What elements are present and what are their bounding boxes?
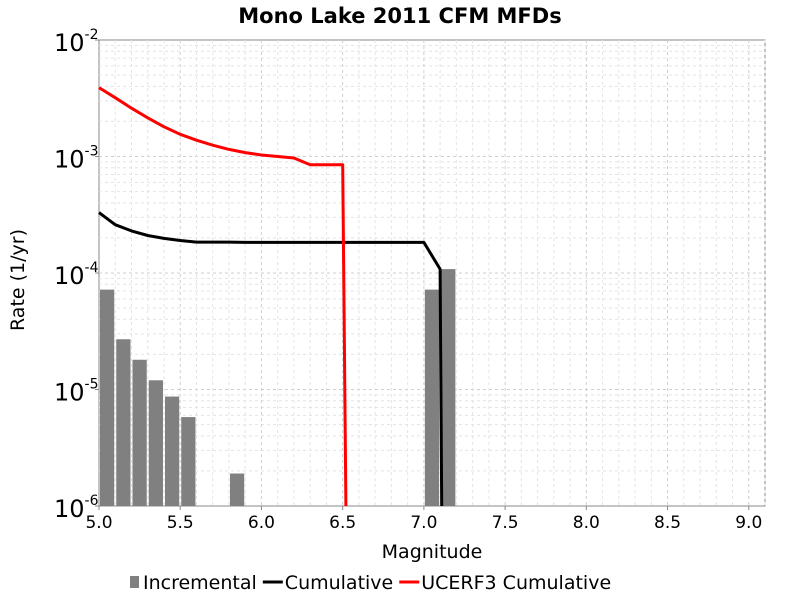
cumulative-line <box>98 211 444 507</box>
incremental-bars <box>100 269 456 506</box>
plot-area <box>98 39 766 507</box>
legend-label: Incremental <box>143 572 257 594</box>
incremental-bar <box>424 289 440 506</box>
incremental-bar <box>181 417 196 506</box>
x-tick-label: 7.0 <box>410 513 437 533</box>
x-tick-label: 8.5 <box>654 513 681 533</box>
incremental-bar <box>164 396 180 506</box>
x-axis-label: Magnitude <box>382 541 483 563</box>
incremental-bar <box>100 289 115 506</box>
legend-label: Cumulative <box>285 572 393 594</box>
x-tick-label: 6.5 <box>329 513 356 533</box>
series-lines <box>98 86 444 507</box>
y-tick-label: 10-4 <box>54 260 99 290</box>
x-axis-ticks: 5.0 5.5 6.0 6.5 7.0 7.5 8.0 8.5 9.0 <box>85 506 762 533</box>
y-tick-label: 10-3 <box>54 144 99 174</box>
x-tick-label: 5.5 <box>167 513 194 533</box>
x-tick-label: 7.5 <box>492 513 519 533</box>
chart-title: Mono Lake 2011 CFM MFDs <box>238 4 561 28</box>
legend-swatch-incremental <box>130 576 139 588</box>
x-tick-label: 5.0 <box>85 513 112 533</box>
x-tick-label: 9.0 <box>735 513 762 533</box>
ucerf3-cumulative-line <box>98 86 348 507</box>
incremental-bar <box>132 359 147 506</box>
x-tick-label: 8.0 <box>573 513 600 533</box>
y-axis-label: Rate (1/yr) <box>7 229 29 331</box>
y-tick-label: 10-2 <box>54 27 99 57</box>
y-tick-label: 10-5 <box>54 377 99 407</box>
y-axis-ticks: 10-6 10-5 10-4 10-3 10-2 <box>54 27 99 523</box>
incremental-bar <box>441 269 456 506</box>
legend-label: UCERF3 Cumulative <box>421 572 611 594</box>
x-tick-label: 6.0 <box>248 513 275 533</box>
incremental-bar <box>229 473 245 506</box>
incremental-bar <box>148 380 163 506</box>
legend: Incremental Cumulative UCERF3 Cumulative <box>130 572 611 594</box>
incremental-bar <box>116 339 131 506</box>
y-tick-label: 10-6 <box>54 493 99 523</box>
